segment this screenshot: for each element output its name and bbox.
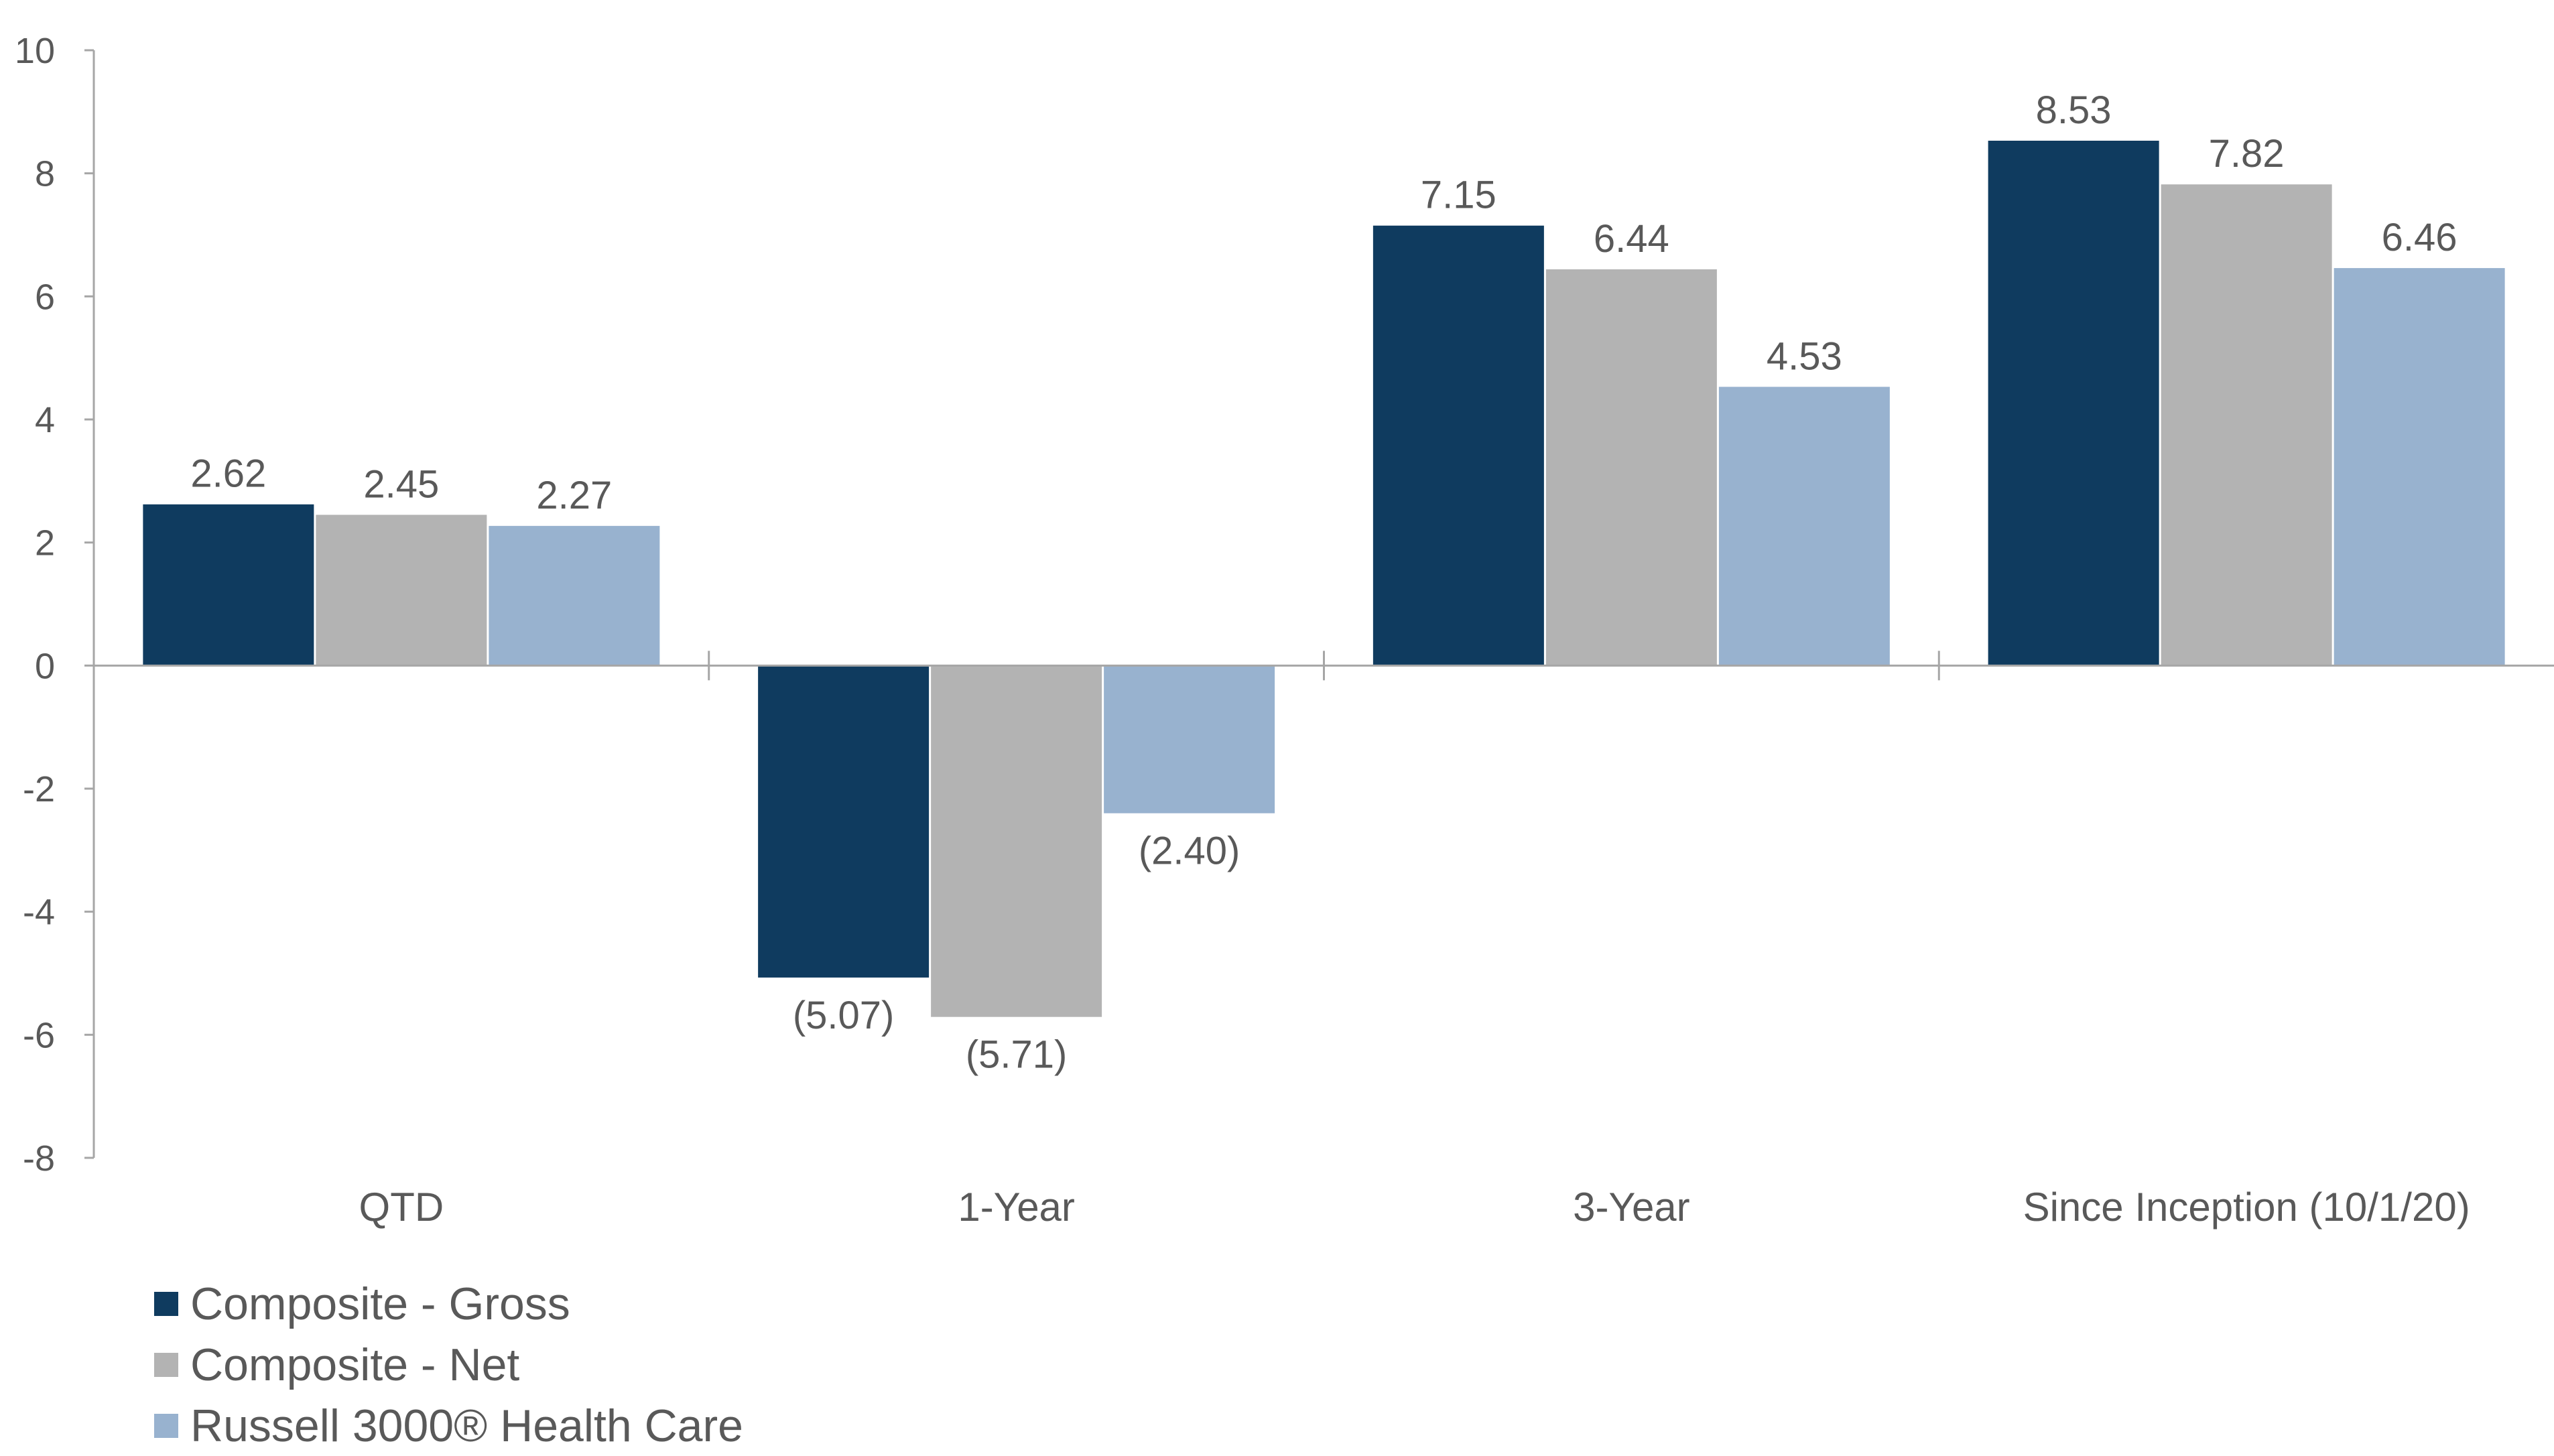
y-tick-label: -6 (23, 1015, 55, 1055)
y-tick-label: 0 (35, 646, 55, 686)
data-label: (5.07) (793, 994, 895, 1037)
y-tick-label: 10 (15, 31, 55, 71)
bar (316, 515, 487, 666)
axes (84, 49, 2554, 1159)
bar-chart: 10 8 6 4 2 0 -2 -4 -6 -8 2.62 2.45 2.27 (5.07) (5.71)… (15, 31, 2554, 1230)
y-tick-label: 4 (35, 400, 55, 440)
data-labels: 2.62 2.45 2.27 (5.07) (5.71) (2.40) 7.15 6.44 4.… (190, 88, 2457, 1077)
bar (489, 525, 660, 666)
legend-item-composite-net: Composite - Net (154, 1334, 743, 1395)
bar (143, 504, 314, 666)
bar (1988, 140, 2159, 666)
bar (2334, 268, 2505, 666)
bar (931, 665, 1102, 1017)
legend-item-russell-3000-health-care: Russell 3000® Health Care (154, 1395, 743, 1456)
data-label: 6.46 (2382, 216, 2457, 259)
data-label: 2.27 (536, 474, 612, 517)
category-label: Since Inception (10/1/20) (2023, 1185, 2470, 1230)
bar (1104, 665, 1275, 813)
data-label: 7.82 (2209, 132, 2285, 176)
data-label: 4.53 (1767, 334, 1842, 378)
data-label: 8.53 (2036, 88, 2112, 132)
legend-item-composite-gross: Composite - Gross (154, 1273, 743, 1334)
legend-swatch (154, 1291, 178, 1316)
legend-label: Composite - Gross (190, 1278, 570, 1329)
category-label: 3-Year (1573, 1185, 1690, 1230)
y-axis-tick-labels: 10 8 6 4 2 0 -2 -4 -6 -8 (15, 31, 55, 1179)
data-label: 2.45 (363, 462, 439, 506)
bar (2161, 184, 2332, 666)
data-label: 2.62 (190, 452, 266, 496)
y-tick-label: 2 (35, 523, 55, 564)
y-tick-label: 6 (35, 277, 55, 317)
y-tick-label: -2 (23, 769, 55, 809)
bar (758, 665, 930, 978)
bars (143, 140, 2505, 1017)
y-tick-label: 8 (35, 154, 55, 194)
data-label: (5.71) (966, 1033, 1068, 1077)
data-label: (2.40) (1139, 830, 1240, 873)
category-label: 1-Year (958, 1185, 1075, 1230)
legend-swatch (154, 1352, 178, 1377)
legend-label: Russell 3000® Health Care (190, 1400, 743, 1451)
legend: Composite - Gross Composite - Net Russel… (154, 1273, 743, 1456)
data-label: 6.44 (1594, 217, 1669, 261)
category-labels: QTD 1-Year 3-Year Since Inception (10/1/20) (359, 1185, 2470, 1230)
legend-label: Composite - Net (190, 1339, 520, 1390)
y-tick-label: -4 (23, 892, 55, 933)
y-tick-label: -8 (23, 1138, 55, 1179)
data-label: 7.15 (1421, 174, 1496, 217)
bar (1545, 269, 1717, 666)
category-label: QTD (359, 1185, 444, 1230)
bar (1718, 387, 1890, 666)
bar (1372, 225, 1544, 666)
legend-swatch (154, 1413, 178, 1438)
